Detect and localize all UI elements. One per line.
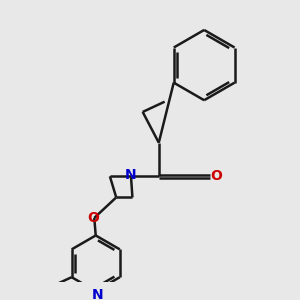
Text: N: N xyxy=(92,288,103,300)
Text: N: N xyxy=(125,168,137,182)
Text: O: O xyxy=(211,169,222,183)
Text: O: O xyxy=(87,211,99,225)
